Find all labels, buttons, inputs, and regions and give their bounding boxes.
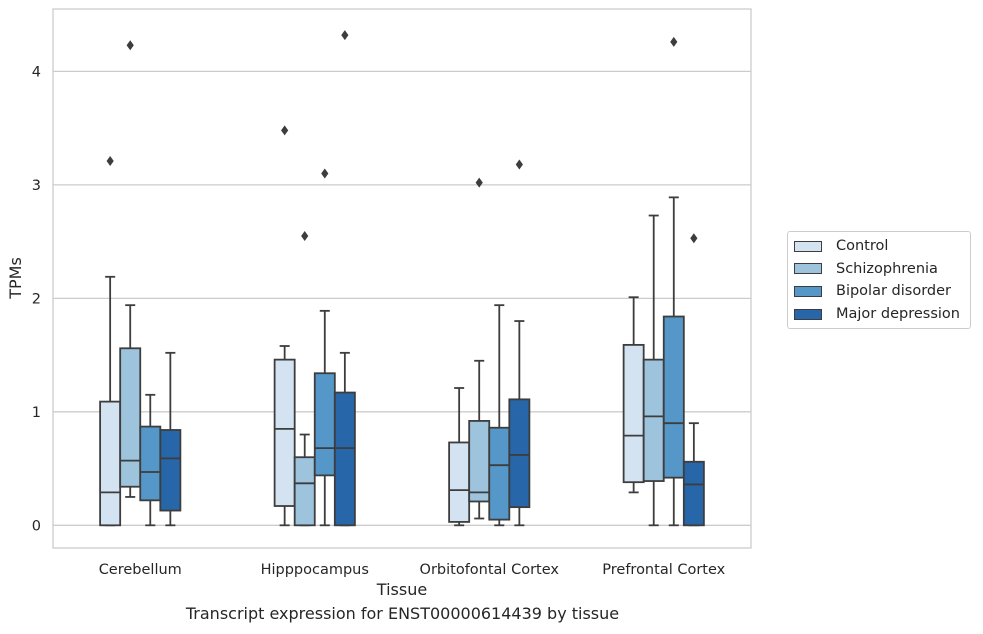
box-major-depression xyxy=(682,233,705,527)
legend: Control Schizophrenia Bipolar disorder Majo… xyxy=(787,231,971,330)
box xyxy=(99,400,122,527)
legend-swatch xyxy=(794,263,822,275)
outlier-point xyxy=(515,159,523,170)
outlier-point xyxy=(301,230,309,241)
box-schizophrenia xyxy=(293,230,316,527)
y-tick-label: 2 xyxy=(32,291,41,307)
x-tick-labels: Cerebellum Hipppocampus Orbitofontal Corte… xyxy=(99,562,726,578)
box xyxy=(448,441,471,523)
box xyxy=(468,420,491,503)
legend-label: Schizophrenia xyxy=(836,260,938,277)
y-tick-label: 0 xyxy=(32,518,41,534)
figure-caption: Transcript expression for ENST0000061443… xyxy=(185,604,620,623)
x-tick-label: Cerebellum xyxy=(99,562,182,578)
x-tick-label: Orbitofontal Cortex xyxy=(420,562,560,578)
box-major-depression xyxy=(333,30,356,527)
x-tick-label: Prefrontal Cortex xyxy=(602,562,725,578)
box xyxy=(662,315,685,479)
box xyxy=(333,391,356,527)
outlier-point xyxy=(690,233,698,244)
legend-label: Control xyxy=(836,238,889,255)
box xyxy=(159,429,182,512)
box-schizophrenia xyxy=(468,177,491,520)
box xyxy=(139,425,162,502)
box xyxy=(642,358,665,482)
y-tick-label: 3 xyxy=(32,178,41,194)
y-tick-label: 4 xyxy=(32,64,41,80)
outlier-point xyxy=(670,36,678,47)
outlier-point xyxy=(126,40,134,51)
box xyxy=(622,343,645,484)
box xyxy=(508,398,531,509)
box-groups xyxy=(99,30,705,527)
outlier-point xyxy=(106,156,114,167)
legend-item: Major depression xyxy=(788,303,970,326)
legend-item: Bipolar disorder xyxy=(788,280,970,303)
legend-label: Major depression xyxy=(836,306,960,323)
box xyxy=(273,358,296,507)
outlier-point xyxy=(321,168,329,179)
box-control xyxy=(622,296,645,494)
box-major-depression xyxy=(159,351,182,527)
legend-swatch xyxy=(794,240,822,252)
outlier-point xyxy=(341,30,349,41)
legend-label: Bipolar disorder xyxy=(836,283,951,300)
box-bipolar-disorder xyxy=(488,304,511,527)
box xyxy=(313,372,336,477)
legend-swatch xyxy=(794,308,822,320)
box xyxy=(682,460,705,527)
outlier-point xyxy=(475,177,483,188)
legend-swatch xyxy=(794,285,822,297)
box-bipolar-disorder xyxy=(662,36,685,527)
box-schizophrenia xyxy=(119,40,142,498)
box-control xyxy=(273,125,296,527)
box xyxy=(119,347,142,488)
box-major-depression xyxy=(508,159,531,527)
legend-item: Control xyxy=(788,235,970,258)
y-tick-labels: 0 1 2 3 4 xyxy=(32,64,41,534)
x-tick-label: Hipppocampus xyxy=(261,562,369,578)
box xyxy=(293,456,316,527)
outlier-point xyxy=(281,125,289,136)
box-schizophrenia xyxy=(642,214,665,527)
y-tick-label: 1 xyxy=(32,405,41,421)
legend-item: Schizophrenia xyxy=(788,258,970,281)
x-axis-label: Tissue xyxy=(376,580,427,599)
box xyxy=(488,426,511,521)
y-axis-label: TPMs xyxy=(6,257,25,300)
box-bipolar-disorder xyxy=(313,168,336,527)
